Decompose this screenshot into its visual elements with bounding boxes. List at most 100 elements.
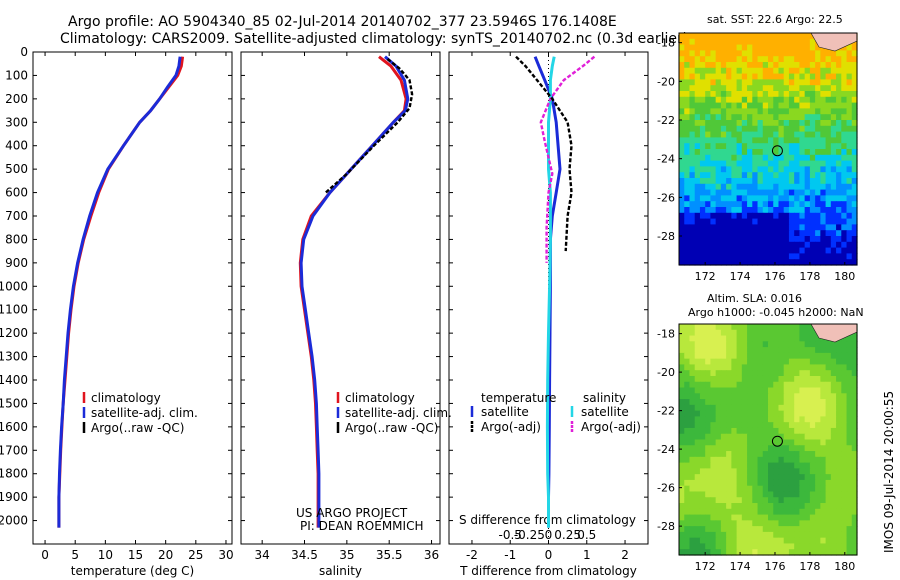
map-cell bbox=[773, 67, 780, 75]
map-cell bbox=[841, 358, 848, 366]
map-cell bbox=[731, 56, 738, 63]
map-cell bbox=[799, 445, 806, 452]
map-cell bbox=[736, 358, 743, 366]
map-cell bbox=[768, 422, 774, 429]
map-cell bbox=[778, 166, 785, 173]
map-cell bbox=[788, 427, 795, 435]
x-tick-label: 35.5 bbox=[376, 548, 403, 562]
map-cell bbox=[773, 508, 780, 516]
map-cell bbox=[815, 114, 821, 121]
map-cell bbox=[778, 143, 785, 150]
map-cell bbox=[705, 120, 712, 127]
depth-tick-label: 200 bbox=[5, 92, 28, 106]
map-cell bbox=[747, 352, 753, 360]
depth-tick-label: 700 bbox=[5, 209, 28, 223]
map-cell bbox=[768, 149, 774, 156]
map-cell bbox=[762, 218, 769, 225]
map-cell bbox=[710, 433, 717, 441]
map-cell bbox=[705, 358, 712, 366]
map-cell bbox=[851, 241, 858, 249]
map-cell bbox=[841, 67, 848, 75]
map-cell bbox=[825, 166, 832, 173]
map-cell bbox=[731, 149, 738, 156]
map-cell bbox=[809, 218, 816, 225]
map-cell bbox=[699, 514, 706, 521]
map-cell bbox=[836, 537, 842, 545]
map-cell bbox=[694, 422, 701, 429]
map-cell bbox=[694, 62, 701, 69]
map-cell bbox=[715, 474, 722, 481]
map-cell bbox=[705, 241, 712, 249]
map-cell bbox=[762, 347, 769, 354]
map-cell bbox=[694, 247, 701, 254]
map-cell bbox=[830, 399, 837, 406]
depth-tick-label: 1500 bbox=[0, 396, 28, 410]
map-cell bbox=[731, 207, 738, 214]
map-cell bbox=[694, 195, 701, 202]
map-cell bbox=[762, 247, 769, 254]
map-cell bbox=[747, 479, 753, 487]
map-cell bbox=[830, 497, 837, 504]
map-cell bbox=[851, 479, 858, 487]
map-cell bbox=[710, 479, 717, 487]
map-cell bbox=[684, 241, 691, 249]
map-cell bbox=[830, 96, 837, 104]
map-cell bbox=[694, 393, 701, 400]
map-cell bbox=[788, 410, 795, 418]
map-cell bbox=[736, 439, 743, 446]
map-cell bbox=[689, 178, 696, 185]
map-cell bbox=[809, 364, 816, 371]
map-cell bbox=[846, 166, 853, 173]
map-cell bbox=[773, 410, 780, 418]
map-cell bbox=[768, 38, 774, 46]
map-cell bbox=[778, 149, 785, 156]
map-cell bbox=[757, 143, 764, 150]
map-cell bbox=[794, 456, 801, 464]
map-cell bbox=[841, 404, 848, 412]
map-cell bbox=[830, 183, 837, 191]
map-cell bbox=[757, 410, 764, 418]
map-cell bbox=[804, 358, 811, 366]
map-cell bbox=[694, 474, 701, 481]
map-cell bbox=[768, 439, 774, 446]
map-cell bbox=[830, 387, 837, 394]
map-cell bbox=[788, 491, 795, 498]
map-cell bbox=[841, 387, 848, 394]
map-cell bbox=[815, 358, 821, 366]
map-cell bbox=[731, 259, 738, 266]
map-cell bbox=[699, 50, 706, 57]
map-y-tick-label: -18 bbox=[657, 328, 675, 341]
map-cell bbox=[809, 166, 816, 173]
map-cell bbox=[736, 497, 743, 504]
map-cell bbox=[762, 241, 769, 249]
map-cell bbox=[736, 114, 743, 121]
map-cell bbox=[679, 416, 685, 423]
map-cell bbox=[773, 370, 780, 377]
map-cell bbox=[788, 137, 795, 144]
map-cell bbox=[778, 131, 785, 138]
map-cell bbox=[694, 201, 701, 208]
map-cell bbox=[710, 207, 717, 214]
map-cell bbox=[720, 416, 727, 423]
map-cell bbox=[836, 241, 842, 249]
map-cell bbox=[841, 479, 848, 487]
map-cell bbox=[794, 50, 801, 57]
map-cell bbox=[762, 137, 769, 144]
map-cell bbox=[752, 433, 759, 441]
map-cell bbox=[804, 143, 811, 150]
map-cell bbox=[689, 445, 696, 452]
map-cell bbox=[715, 56, 722, 63]
map-cell bbox=[778, 85, 785, 92]
map-cell bbox=[851, 212, 858, 220]
map-cell bbox=[809, 335, 816, 342]
map-x-tick-label: 180 bbox=[834, 560, 855, 573]
map-cell bbox=[809, 102, 816, 109]
map-cell bbox=[820, 370, 827, 377]
map-cell bbox=[747, 503, 753, 510]
map-cell bbox=[773, 91, 780, 98]
map-cell bbox=[741, 543, 748, 550]
map-cell bbox=[794, 79, 801, 86]
map-cell bbox=[825, 439, 832, 446]
map-cell bbox=[830, 247, 837, 254]
map-cell bbox=[684, 247, 691, 254]
